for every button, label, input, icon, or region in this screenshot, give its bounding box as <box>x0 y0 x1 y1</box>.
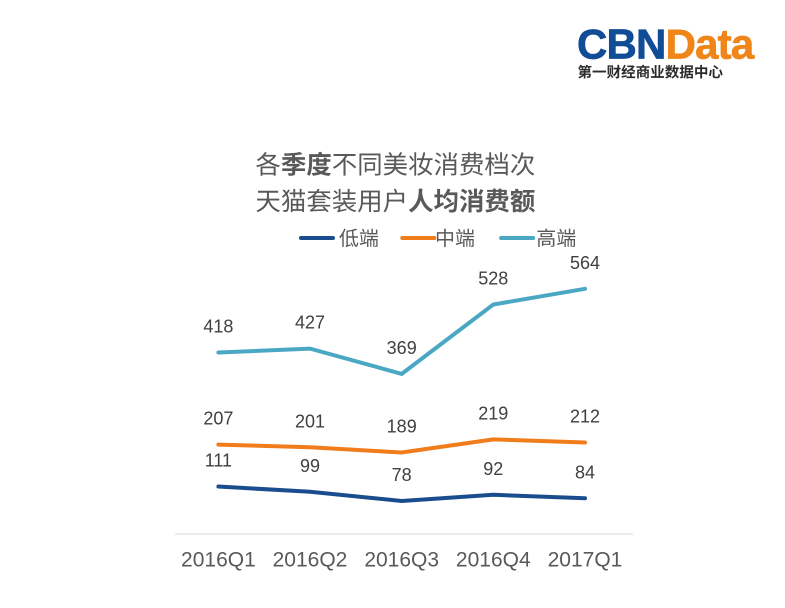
svg-text:2016Q2: 2016Q2 <box>273 549 348 572</box>
svg-text:CBNData: CBNData <box>577 21 755 68</box>
svg-text:84: 84 <box>575 462 595 482</box>
svg-text:219: 219 <box>478 403 508 423</box>
svg-text:2016Q4: 2016Q4 <box>456 549 531 572</box>
svg-text:189: 189 <box>387 417 417 437</box>
svg-text:92: 92 <box>483 459 503 479</box>
svg-text:207: 207 <box>203 409 233 429</box>
svg-text:564: 564 <box>570 253 600 273</box>
svg-text:2016Q1: 2016Q1 <box>181 549 256 572</box>
svg-text:78: 78 <box>392 465 412 485</box>
svg-text:528: 528 <box>478 269 508 289</box>
svg-text:111: 111 <box>205 451 232 471</box>
svg-text:427: 427 <box>295 313 325 333</box>
svg-text:99: 99 <box>300 456 320 476</box>
svg-text:369: 369 <box>387 338 417 358</box>
svg-text:2016Q3: 2016Q3 <box>364 549 439 572</box>
svg-text:201: 201 <box>295 411 325 431</box>
svg-text:418: 418 <box>203 317 233 337</box>
svg-text:2017Q1: 2017Q1 <box>548 549 623 572</box>
svg-text:212: 212 <box>570 407 600 427</box>
